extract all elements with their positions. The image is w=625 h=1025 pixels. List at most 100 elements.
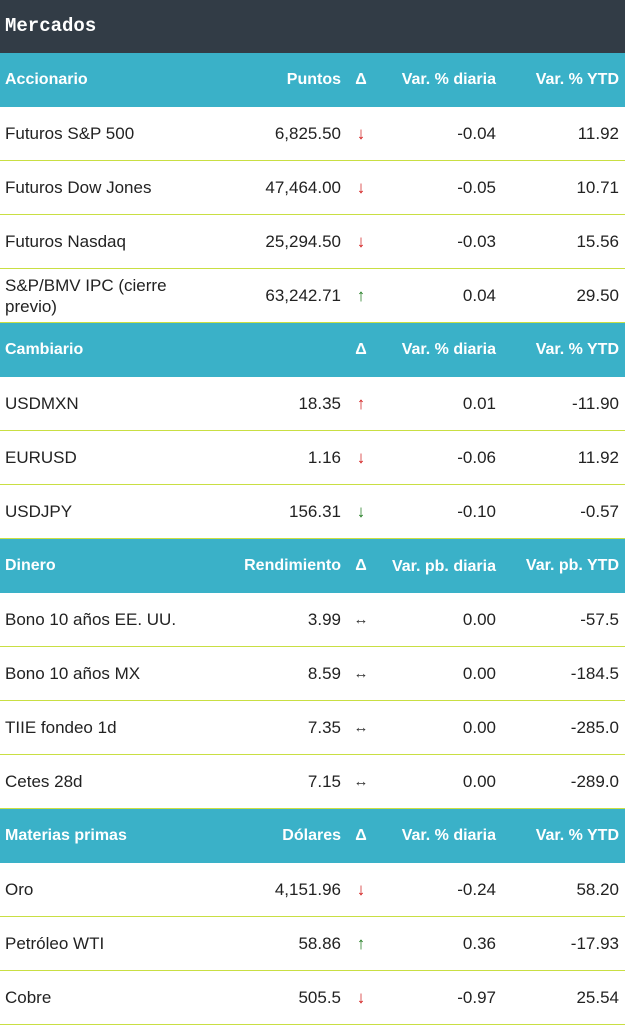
table-row: Futuros Dow Jones 47,464.00 ↓ -0.05 10.7… (0, 161, 625, 215)
row-value: 58.86 (298, 933, 341, 953)
arrow-left-right-icon: ↔ (353, 611, 369, 628)
row-value: 63,242.71 (265, 285, 341, 305)
row-daily: -0.04 (457, 123, 496, 143)
row-daily: -0.03 (457, 231, 496, 251)
row-ytd: 11.92 (577, 123, 619, 143)
header-delta: Δ (355, 557, 367, 574)
row-daily: 0.00 (462, 663, 496, 683)
row-ytd: -0.57 (580, 501, 619, 521)
table-row: USDMXN 18.35 ↑ 0.01 -11.90 (0, 377, 625, 431)
row-daily: -0.05 (457, 177, 496, 197)
row-daily: 0.00 (462, 771, 496, 791)
row-name: EURUSD (5, 448, 77, 467)
row-value: 18.35 (298, 393, 341, 413)
header-name: Materias primas (5, 827, 127, 844)
section-header-cambiario: Cambiario Δ Var. % diaria Var. % YTD (0, 323, 625, 377)
header-ytd: Var. % YTD (535, 71, 619, 88)
row-name: USDMXN (5, 394, 79, 413)
header-daily: Var. % diaria (401, 341, 496, 358)
row-name: Bono 10 años EE. UU. (5, 610, 177, 629)
header-name: Dinero (5, 557, 56, 574)
table-row: USDJPY 156.31 ↓ -0.10 -0.57 (0, 485, 625, 539)
header-name: Cambiario (5, 341, 84, 358)
arrow-down-icon: ↓ (356, 501, 366, 521)
arrow-up-icon: ↑ (356, 933, 366, 953)
row-value: 156.31 (289, 501, 341, 521)
row-name: Cetes 28d (5, 772, 83, 791)
row-ytd: 10.71 (576, 177, 619, 197)
table-row: EURUSD 1.16 ↓ -0.06 11.92 (0, 431, 625, 485)
table-row: Futuros S&P 500 6,825.50 ↓ -0.04 11.92 (0, 107, 625, 161)
row-value: 7.35 (307, 717, 341, 737)
header-ytd: Var. pb. YTD (525, 557, 619, 574)
table-row: Futuros Nasdaq 25,294.50 ↓ -0.03 15.56 (0, 215, 625, 269)
header-value: Rendimiento (244, 557, 341, 574)
row-name: Petróleo WTI (5, 934, 105, 953)
header-delta: Δ (355, 827, 367, 844)
row-value: 8.59 (307, 663, 341, 683)
section-header-accionario: Accionario Puntos Δ Var. % diaria Var. %… (0, 53, 625, 107)
row-ytd: 25.54 (576, 987, 619, 1007)
row-ytd: -57.5 (580, 609, 619, 629)
header-delta: Δ (355, 71, 367, 88)
row-name: Futuros S&P 500 (5, 124, 135, 143)
arrow-left-right-icon: ↔ (353, 665, 369, 682)
row-daily: 0.00 (462, 609, 496, 629)
arrow-down-icon: ↓ (356, 123, 366, 143)
arrow-left-right-icon: ↔ (353, 773, 369, 790)
row-value: 505.5 (298, 987, 341, 1007)
row-daily: 0.00 (462, 717, 496, 737)
table-row: S&P/BMV IPC (cierre previo) 63,242.71 ↑ … (0, 269, 625, 323)
header-ytd: Var. % YTD (535, 827, 619, 844)
table-row: Oro 4,151.96 ↓ -0.24 58.20 (0, 863, 625, 917)
row-name: Cobre (5, 988, 52, 1007)
row-daily: 0.01 (462, 393, 496, 413)
row-value: 7.15 (307, 771, 341, 791)
header-name: Accionario (5, 71, 88, 88)
row-name: S&P/BMV IPC (cierre previo) (5, 275, 167, 316)
row-daily: -0.24 (457, 879, 496, 899)
row-ytd: -11.90 (572, 393, 619, 413)
header-daily: Var. pb. diaria (391, 557, 496, 575)
row-ytd: -17.93 (570, 933, 619, 953)
row-value: 3.99 (307, 609, 341, 629)
row-ytd: -184.5 (570, 663, 619, 683)
header-value: Puntos (286, 71, 341, 88)
header-daily: Var. % diaria (401, 827, 496, 844)
row-value: 6,825.50 (274, 123, 341, 143)
row-value: 47,464.00 (265, 177, 341, 197)
table-row: Bono 10 años EE. UU. 3.99 ↔ 0.00 -57.5 (0, 593, 625, 647)
row-name: Futuros Nasdaq (5, 232, 126, 251)
row-daily: -0.06 (457, 447, 496, 467)
row-name: Oro (5, 880, 34, 899)
section-header-materias-primas: Materias primas Dólares Δ Var. % diaria … (0, 809, 625, 863)
row-name: Bono 10 años MX (5, 664, 141, 683)
arrow-up-icon: ↑ (356, 285, 366, 305)
row-ytd: 58.20 (576, 879, 619, 899)
arrow-down-icon: ↓ (356, 987, 366, 1007)
header-delta: Δ (355, 341, 367, 358)
row-daily: 0.36 (462, 933, 496, 953)
section-header-dinero: Dinero Rendimiento Δ Var. pb. diaria Var… (0, 539, 625, 593)
header-value: Dólares (282, 827, 341, 844)
row-ytd: -285.0 (570, 717, 619, 737)
table-row: Cetes 28d 7.15 ↔ 0.00 -289.0 (0, 755, 625, 809)
arrow-down-icon: ↓ (356, 177, 366, 197)
row-name: USDJPY (5, 502, 73, 521)
row-value: 4,151.96 (274, 879, 341, 899)
table-row: Petróleo WTI 58.86 ↑ 0.36 -17.93 (0, 917, 625, 971)
header-daily: Var. % diaria (401, 71, 496, 88)
row-value: 25,294.50 (265, 231, 341, 251)
row-ytd: 15.56 (576, 231, 619, 251)
row-ytd: -289.0 (570, 771, 619, 791)
arrow-down-icon: ↓ (356, 447, 366, 467)
row-ytd: 11.92 (577, 447, 619, 467)
row-value: 1.16 (307, 447, 341, 467)
header-ytd: Var. % YTD (535, 341, 619, 358)
table-title: Mercados (0, 0, 625, 53)
arrow-down-icon: ↓ (356, 879, 366, 899)
row-daily: 0.04 (462, 285, 496, 305)
table-row: Cobre 505.5 ↓ -0.97 25.54 (0, 971, 625, 1025)
row-name: TIIE fondeo 1d (5, 718, 117, 737)
arrow-left-right-icon: ↔ (353, 719, 369, 736)
